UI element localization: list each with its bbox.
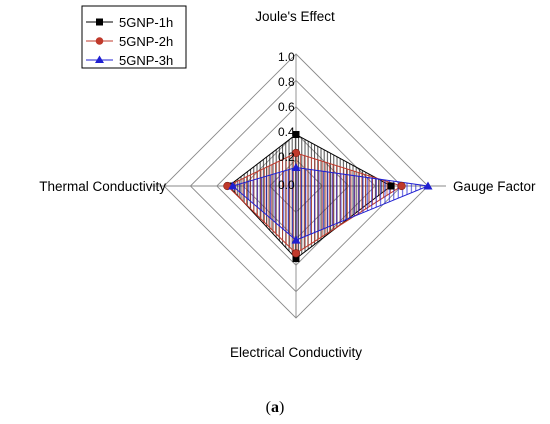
caption-open-paren: ( (266, 399, 271, 416)
data-point-5gnp-1h-0 (292, 131, 300, 139)
axis-label-gauge-factor: Gauge Factor (453, 179, 536, 194)
tick-label-0-4: 0.4 (278, 125, 295, 139)
legend: 5GNP-1h 5GNP-2h 5GNP-3h (81, 5, 187, 69)
square-marker-icon (96, 18, 103, 26)
legend-item-5gnp-3h: 5GNP-3h (86, 53, 173, 68)
axis-labels: Joule's Effect Gauge Factor Electrical C… (39, 9, 536, 360)
radial-tick-labels: 1.0 0.8 0.6 0.4 0.2 0.0 (278, 50, 295, 192)
tick-label-0-2: 0.2 (278, 150, 295, 164)
data-point-5gnp-2h-2 (291, 249, 301, 258)
tick-label-1-0: 1.0 (278, 50, 295, 64)
legend-item-5gnp-1h: 5GNP-1h (86, 15, 173, 30)
caption-letter: a (271, 399, 279, 416)
legend-label-5gnp-2h: 5GNP-2h (119, 34, 173, 49)
axis-label-thermal-conductivity: Thermal Conductivity (39, 179, 166, 194)
tick-label-0-0: 0.0 (278, 178, 295, 192)
figure-caption: (a) (266, 399, 285, 416)
tick-label-0-8: 0.8 (278, 75, 295, 89)
data-point-5gnp-3h-3 (228, 181, 238, 190)
caption-close-paren: ) (279, 399, 284, 416)
triangle-marker-icon (95, 55, 104, 63)
axis-label-electrical-conductivity: Electrical Conductivity (230, 345, 362, 360)
data-point-5gnp-2h-1 (397, 181, 406, 191)
data-point-5gnp-2h-0 (291, 148, 301, 158)
legend-item-5gnp-2h: 5GNP-2h (86, 34, 173, 49)
data-point-5gnp-3h-1 (423, 181, 433, 190)
radar-series (226, 133, 430, 260)
data-point-5gnp-1h-2 (292, 255, 300, 263)
data-point-5gnp-3h-0 (291, 163, 301, 172)
legend-label-5gnp-3h: 5GNP-3h (119, 53, 173, 68)
axis-label-joules-effect: Joule's Effect (255, 9, 335, 24)
radar-markers (223, 131, 433, 263)
legend-label-5gnp-1h: 5GNP-1h (119, 15, 173, 30)
tick-label-0-6: 0.6 (278, 100, 295, 114)
data-point-5gnp-3h-2 (291, 235, 301, 244)
circle-marker-icon (95, 37, 104, 45)
data-point-5gnp-1h-1 (387, 182, 395, 190)
